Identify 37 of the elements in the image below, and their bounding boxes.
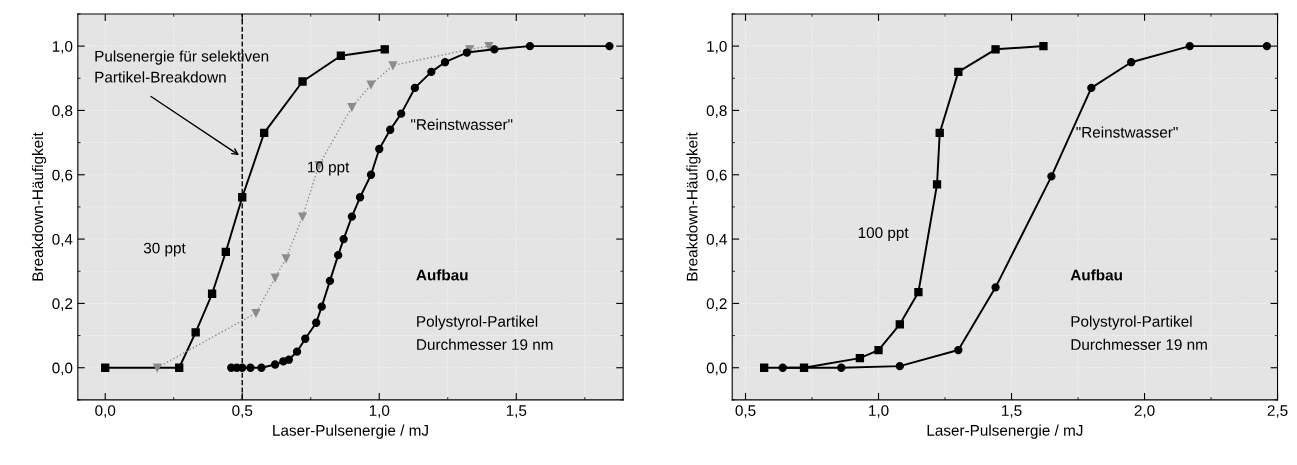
y-axis-title: Breakdown-Häufigkeit (686, 132, 701, 281)
y-tick-label: 0,6 (706, 169, 727, 183)
y-tick-label: 0,0 (706, 362, 727, 376)
y-tick-label: 1,0 (52, 40, 73, 54)
x-tick-label: 2,5 (1267, 405, 1288, 418)
x-tick-label: 1,5 (1002, 405, 1022, 418)
annotation: Polystyrol-Partikel (417, 315, 538, 330)
annotation: Aufbau (416, 269, 468, 281)
annotation: Durchmesser 19 nm (1071, 338, 1207, 350)
y-axis-title: Breakdown-Häufigkeit (31, 132, 47, 281)
y-tick-label: 0,8 (706, 105, 727, 118)
y-tick-label: 0,4 (706, 233, 727, 247)
y-tick-label: 0,4 (52, 233, 73, 247)
x-tick-label: 1,5 (506, 405, 527, 418)
y-tick-label: 0,0 (52, 362, 73, 376)
x-axis-title: Laser-Pulsenergie / mJ (273, 424, 428, 439)
x-tick-label: 0,5 (232, 405, 253, 418)
annotation: 10 ppt (308, 161, 350, 176)
y-tick-label: 0,2 (706, 298, 727, 311)
annotation: Polystyrol-Partikel (1071, 315, 1192, 330)
y-tick-label: 0,2 (52, 298, 73, 311)
annotation: 100 ppt (858, 227, 909, 242)
y-tick-label: 1,0 (707, 40, 727, 54)
annotation: "Reinstwasser" (411, 118, 513, 130)
x-tick-label: 0,0 (95, 405, 116, 418)
annotation: Durchmesser 19 nm (417, 338, 553, 350)
y-tick-label: 0,6 (52, 169, 73, 183)
y-tick-label: 0,8 (52, 105, 73, 118)
x-axis-title: Laser-Pulsenergie / mJ (927, 424, 1083, 439)
x-tick-label: 0,5 (735, 405, 756, 418)
x-tick-label: 1,0 (869, 405, 889, 418)
annotation: Pulsenergie für selektiven Partikel-Breakdown (95, 50, 269, 83)
annotation: 30 ppt (143, 242, 186, 257)
annotation: Aufbau (1070, 269, 1122, 281)
x-tick-label: 1,0 (369, 405, 390, 418)
annotation: "Reinstwasser" (1076, 126, 1178, 138)
x-tick-label: 2,0 (1134, 405, 1155, 418)
